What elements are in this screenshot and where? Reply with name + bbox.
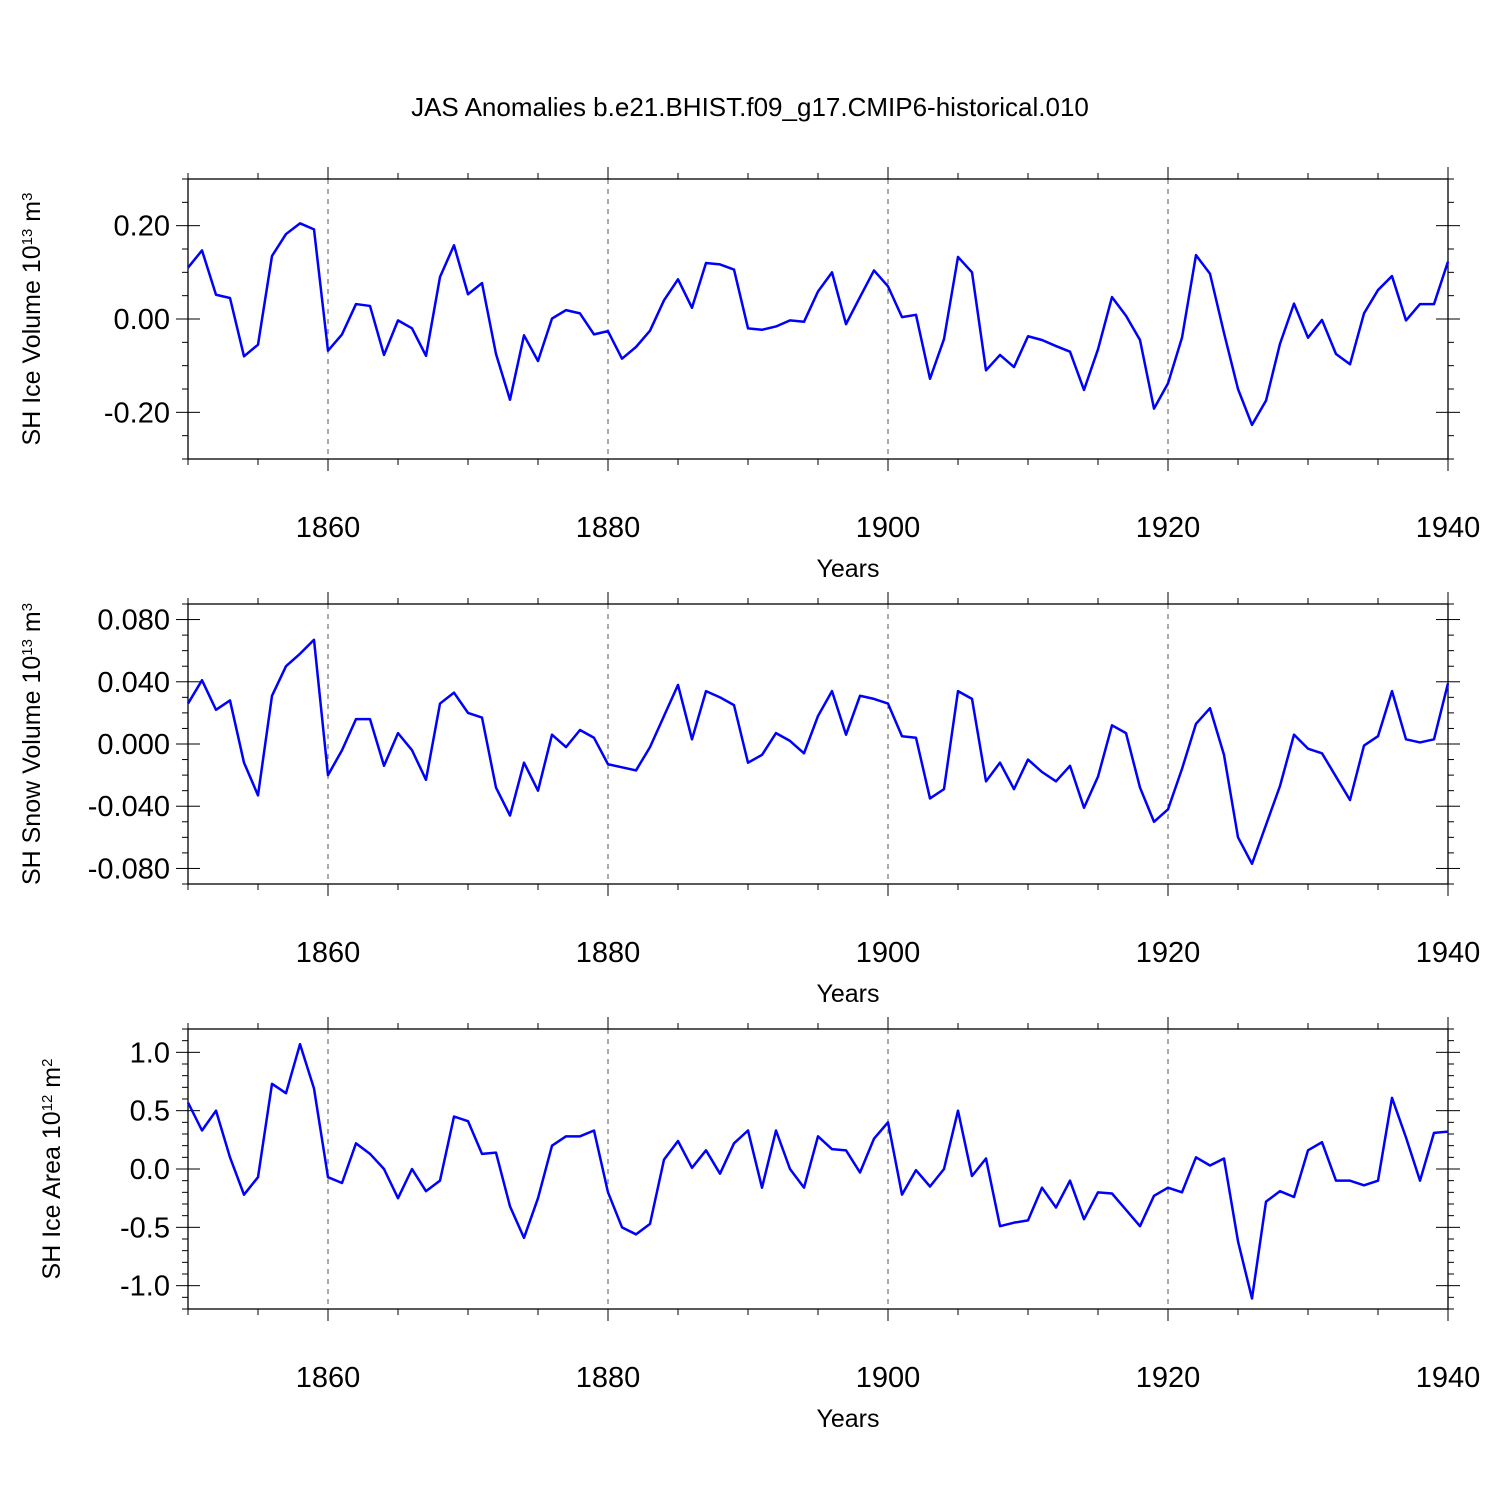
y-tick-label: 0.5 <box>130 1096 170 1128</box>
series-line <box>186 638 1450 866</box>
y-axis-label-superscript: 2 <box>39 1059 56 1067</box>
y-tick-label: 0.080 <box>97 605 170 637</box>
y-tick-label: 0.00 <box>114 304 170 336</box>
y-axis-label-superscript: 13 <box>19 639 36 656</box>
figure-title: JAS Anomalies b.e21.BHIST.f09_g17.CMIP6-… <box>411 92 1089 122</box>
y-tick-label: 1.0 <box>130 1037 170 1069</box>
series-line <box>186 1042 1449 1300</box>
chart-panel-3: -1.0 -0.5 0.0 0.5 1.0 1860 1880 1900 1920 1940 Yea… <box>38 1017 1480 1433</box>
x-tick-label: 1920 <box>1136 512 1201 544</box>
x-tick-label: 1860 <box>296 512 361 544</box>
y-axis-label-part: SH Snow Volume 10 <box>18 656 46 885</box>
y-axis-label: SH Ice Volume 1013 m3 <box>18 193 46 446</box>
x-tick-label: 1880 <box>576 512 641 544</box>
x-tick-label: 1940 <box>1416 937 1481 969</box>
chart-panel-1: -0.20 0.00 0.20 1860 1880 1900 1920 1940 Years SH… <box>18 167 1480 583</box>
y-tick-label: -1.0 <box>120 1271 170 1303</box>
y-tick-label: -0.5 <box>120 1212 170 1244</box>
y-axis-label-part: m <box>38 1067 66 1095</box>
y-axis-label-part: m <box>18 611 46 639</box>
x-tick-label: 1940 <box>1416 512 1481 544</box>
x-tick-label: 1900 <box>856 937 921 969</box>
chart-panel-2: -0.080 -0.040 0.000 0.040 0.080 1860 1880 1900 1… <box>18 592 1480 1008</box>
y-tick-label: 0.000 <box>97 729 170 761</box>
y-axis-label-superscript: 12 <box>39 1095 56 1112</box>
series-line <box>187 222 1450 427</box>
x-tick-label: 1880 <box>576 1362 641 1394</box>
y-tick-label: 0.040 <box>97 667 170 699</box>
x-tick-label: 1900 <box>856 512 921 544</box>
plot-frame <box>187 1028 1449 1310</box>
x-tick-label: 1940 <box>1416 1362 1481 1394</box>
x-tick-label: 1920 <box>1136 1362 1201 1394</box>
x-tick-label: 1860 <box>296 937 361 969</box>
y-tick-label: -0.20 <box>104 397 170 429</box>
x-axis-label: Years <box>816 555 879 583</box>
y-axis-label-superscript: 3 <box>19 193 36 201</box>
x-axis-label: Years <box>816 980 879 1008</box>
y-axis-label: SH Snow Volume 1013 m3 <box>18 603 46 885</box>
x-axis-label: Years <box>816 1405 879 1433</box>
y-tick-label: 0.20 <box>114 211 170 243</box>
y-axis-label-part: SH Ice Area 10 <box>38 1111 66 1279</box>
x-tick-label: 1880 <box>576 937 641 969</box>
plot-frame <box>187 603 1449 885</box>
y-axis-label-superscript: 13 <box>19 229 36 246</box>
y-axis-label-part: m <box>18 201 46 229</box>
x-tick-label: 1900 <box>856 1362 921 1394</box>
y-axis-label: SH Ice Area 1012 m2 <box>38 1059 66 1280</box>
y-tick-label: -0.080 <box>88 853 170 885</box>
plot-frame <box>187 178 1449 460</box>
y-axis-label-superscript: 3 <box>19 603 36 611</box>
y-tick-label: 0.0 <box>130 1154 170 1186</box>
x-tick-label: 1860 <box>296 1362 361 1394</box>
x-tick-label: 1920 <box>1136 937 1201 969</box>
y-axis-label-part: SH Ice Volume 10 <box>18 245 46 445</box>
y-tick-label: -0.040 <box>88 791 170 823</box>
